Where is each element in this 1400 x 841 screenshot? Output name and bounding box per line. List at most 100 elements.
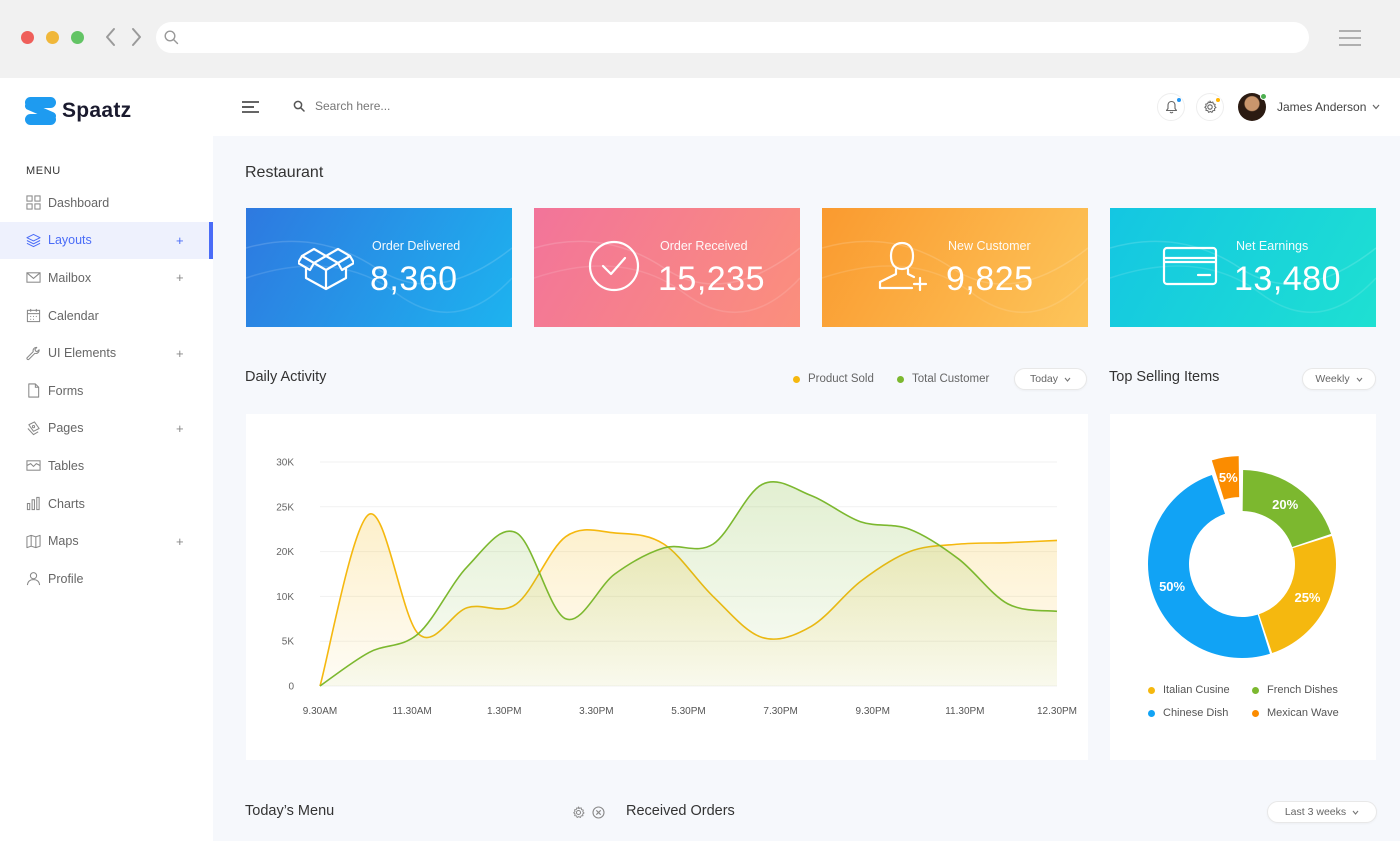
donut-slice-italian-cusine[interactable]: [1258, 536, 1336, 654]
expand-icon[interactable]: +: [176, 270, 184, 286]
legend-dot: [1148, 709, 1155, 717]
stat-label: Order Delivered: [372, 239, 461, 253]
y-tick-label: 20K: [276, 547, 294, 558]
user-name: James Anderson: [1277, 100, 1367, 114]
brand-logo[interactable]: Spaatz: [25, 97, 132, 125]
user-icon: [25, 571, 41, 587]
search-bar[interactable]: Search here...: [293, 99, 390, 113]
box-icon: [298, 247, 354, 291]
legend-label: Italian Cusine: [1163, 684, 1230, 696]
legend-label: Chinese Dish: [1163, 707, 1229, 719]
logo-icon: [25, 97, 56, 125]
legend-label: French Dishes: [1267, 684, 1338, 696]
donut-slice-label: 25%: [1294, 590, 1320, 605]
top-selling-filter-dropdown[interactable]: Weekly: [1302, 368, 1376, 390]
donut-slice-chinese-dish[interactable]: [1148, 474, 1270, 658]
sidebar-item-charts[interactable]: Charts: [0, 485, 213, 523]
bar-chart-icon: [25, 496, 41, 512]
area-fill-total-customer: [320, 481, 1057, 686]
window-minimize-button[interactable]: [46, 31, 59, 44]
pie-legend-mexican-wave: Mexican Wave: [1252, 707, 1339, 719]
sidebar-item-ui-elements[interactable]: UI Elements +: [0, 334, 213, 372]
sidebar-item-dashboard[interactable]: Dashboard: [0, 184, 213, 222]
gear-icon[interactable]: [572, 806, 585, 819]
series-line-total-customer: [319, 481, 1058, 687]
daily-activity-chart-panel: 0 5K 10K 20K 25K 30K 9.30AM 11.30AM 1.30PM 3.30PM…: [246, 414, 1088, 760]
pie-legend-chinese-dish: Chinese Dish: [1148, 707, 1228, 719]
stat-value: 9,825: [946, 260, 1034, 298]
card-wave-decoration: [822, 240, 1088, 314]
expand-icon[interactable]: +: [176, 420, 184, 436]
card-wave-decoration: [534, 240, 800, 314]
sidebar-item-label: Calendar: [48, 308, 99, 323]
daily-activity-chart: 0 5K 10K 20K 25K 30K 9.30AM 11.30AM 1.30PM 3.30PM…: [276, 458, 1077, 718]
gear-icon: [1204, 100, 1217, 113]
legend-dot: [793, 375, 800, 383]
sidebar-item-calendar[interactable]: Calendar: [0, 297, 213, 335]
top-selling-donut-chart: 20% 25% 50% 5%: [1148, 456, 1336, 658]
bell-icon: [1165, 100, 1177, 114]
wrench-icon: [25, 345, 41, 361]
x-tick-label: 9.30AM: [303, 706, 337, 717]
stat-card-order-delivered[interactable]: Order Delivered 8,360: [246, 208, 512, 327]
address-bar[interactable]: [156, 22, 1309, 53]
y-tick-label: 10K: [276, 592, 294, 603]
expand-icon[interactable]: +: [176, 345, 184, 361]
top-selling-chart-panel: 20% 25% 50% 5% Italian Cusine French Dishes…: [1110, 414, 1376, 760]
chevron-down-icon: [1356, 377, 1363, 382]
forward-arrow-icon[interactable]: [127, 26, 145, 48]
user-avatar[interactable]: [1238, 93, 1267, 121]
map-icon: [25, 533, 41, 549]
chevron-down-icon: [1064, 377, 1071, 382]
chevron-down-icon: [1372, 104, 1380, 110]
notifications-button[interactable]: [1157, 93, 1185, 121]
stat-card-order-received[interactable]: Order Received 15,235: [534, 208, 800, 327]
sidebar-toggle-icon[interactable]: [242, 101, 260, 113]
donut-slice-mexican-wave[interactable]: [1211, 456, 1240, 500]
sidebar-item-label: Layouts: [48, 233, 92, 248]
filter-label: Weekly: [1315, 373, 1350, 385]
y-tick-label: 0: [288, 682, 294, 693]
page-title: Restaurant: [245, 164, 324, 181]
browser-toolbar: [0, 0, 1400, 78]
sidebar-item-forms[interactable]: Forms: [0, 372, 213, 410]
search-placeholder: Search here...: [315, 99, 391, 113]
window-maximize-button[interactable]: [71, 31, 84, 44]
user-menu[interactable]: James Anderson: [1277, 100, 1380, 114]
stat-card-net-earnings[interactable]: Net Earnings 13,480: [1110, 208, 1376, 327]
close-circle-icon[interactable]: [592, 806, 605, 819]
legend-product-sold: Product Sold: [793, 373, 874, 385]
stat-card-new-customer[interactable]: New Customer 9,825: [822, 208, 1088, 327]
sidebar-item-pages[interactable]: Pages +: [0, 410, 213, 448]
filter-label: Last 3 weeks: [1284, 806, 1347, 818]
sidebar-item-label: Forms: [48, 383, 84, 398]
settings-button[interactable]: [1196, 93, 1224, 121]
credit-card-icon: [1162, 246, 1218, 286]
stat-value: 13,480: [1234, 260, 1341, 298]
pages-icon: [25, 420, 41, 436]
legend-total-customer: Total Customer: [897, 373, 989, 385]
daily-activity-filter-dropdown[interactable]: Today: [1014, 368, 1087, 390]
filter-label: Today: [1029, 373, 1059, 385]
sidebar-item-mailbox[interactable]: Mailbox +: [0, 259, 213, 297]
x-tick-label: 9.30PM: [856, 706, 890, 717]
expand-icon[interactable]: +: [176, 232, 184, 248]
sidebar: Spaatz MENU Dashboard Layouts + Mailbox + Cal…: [0, 78, 213, 841]
back-arrow-icon[interactable]: [102, 26, 120, 48]
browser-menu-icon[interactable]: [1338, 29, 1362, 47]
sidebar-item-maps[interactable]: Maps +: [0, 522, 213, 560]
sidebar-item-layouts[interactable]: Layouts +: [0, 221, 213, 260]
x-tick-label: 11.30PM: [945, 706, 984, 717]
brand-name: Spaatz: [62, 99, 132, 122]
y-tick-label: 5K: [282, 637, 295, 648]
sidebar-item-profile[interactable]: Profile: [0, 560, 213, 598]
window-close-button[interactable]: [21, 31, 34, 44]
legend-label: Mexican Wave: [1267, 707, 1339, 719]
dashboard-icon: [25, 195, 41, 211]
expand-icon[interactable]: +: [176, 533, 184, 549]
received-orders-filter-dropdown[interactable]: Last 3 weeks: [1267, 801, 1377, 823]
sidebar-item-label: UI Elements: [48, 346, 117, 361]
sidebar-item-tables[interactable]: Tables: [0, 447, 213, 485]
mail-icon: [25, 270, 41, 286]
donut-slice-french-dishes[interactable]: [1242, 470, 1332, 548]
